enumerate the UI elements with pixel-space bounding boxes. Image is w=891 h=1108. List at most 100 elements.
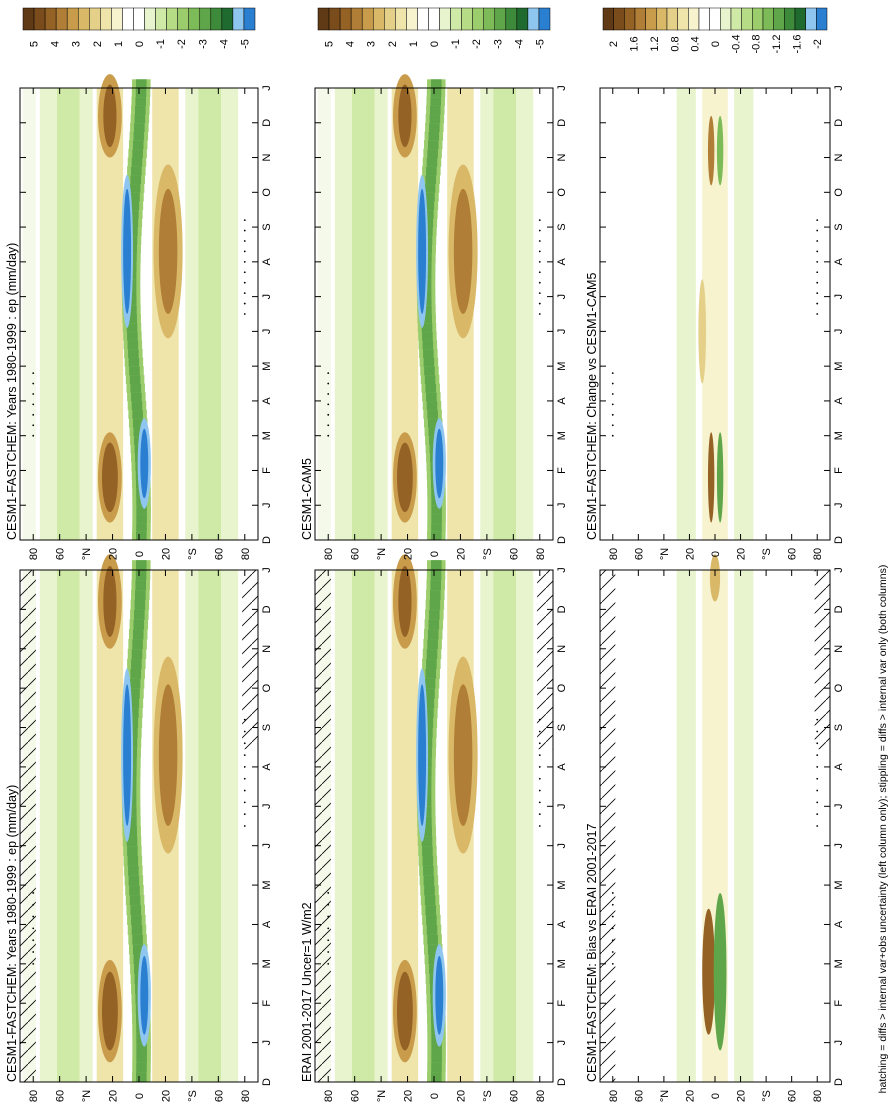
stipple-dot <box>32 434 35 437</box>
colorbar-label: 2 <box>608 41 620 47</box>
field-cell <box>428 131 440 141</box>
field-cell <box>126 305 137 315</box>
stipple-dot <box>816 240 819 242</box>
colorbar-label: 5 <box>29 41 41 47</box>
stipple-dot <box>816 250 819 253</box>
field-cell <box>127 218 139 228</box>
colorbar-cell <box>221 7 234 31</box>
stipple-dot <box>327 393 330 395</box>
colorbar-cell <box>730 7 742 31</box>
field-cell <box>426 914 437 925</box>
field-cell <box>426 400 438 411</box>
stipple-dot <box>243 219 246 222</box>
field-cell <box>158 944 178 1023</box>
field-cell <box>421 816 432 827</box>
panel-title: CESM1-FASTCHEM: Years 1980-1999 : ep (mm… <box>5 785 19 1082</box>
month-tick-label: F <box>261 467 273 474</box>
month-tick-label: A <box>833 258 845 266</box>
field-cell <box>136 1042 147 1053</box>
field-cell <box>430 96 441 106</box>
field-cell <box>430 88 442 98</box>
field-cell <box>136 1052 147 1063</box>
stipple-dot <box>816 718 819 721</box>
lat-tick-label: 80 <box>323 548 335 560</box>
field-cell <box>129 688 140 699</box>
field-cell <box>453 944 473 1023</box>
month-tick-label: J <box>833 1040 845 1046</box>
colorbar-cell <box>688 7 700 31</box>
field-cell <box>426 648 438 660</box>
field-cell <box>431 505 442 515</box>
colorbar-cell <box>784 7 796 31</box>
lat-tick-label: 0 <box>134 551 146 557</box>
lat-tick-label: 60 <box>508 1090 520 1102</box>
colorbar-label: 2 <box>387 41 399 47</box>
footnote: hatching = diffs > internal var+obs unce… <box>877 565 889 1094</box>
stipple-dot <box>243 313 246 315</box>
stipple-dot <box>243 718 246 721</box>
month-tick-label: A <box>261 258 273 266</box>
month-tick-label: O <box>556 188 568 197</box>
stipple-dot <box>243 730 246 733</box>
colorbar-label: 1.6 <box>629 36 641 51</box>
field-cell <box>140 428 149 499</box>
lat-tick-label: °N <box>376 548 388 560</box>
stipple-dot <box>327 915 330 918</box>
stipple-dot <box>816 789 819 792</box>
field-cell <box>57 570 80 1082</box>
field-cell <box>134 609 145 620</box>
colorbar-cell <box>666 7 678 31</box>
field-cell <box>135 96 146 106</box>
stipple-dot <box>243 813 246 816</box>
stipple-dot <box>816 825 819 827</box>
field-cell <box>131 914 142 925</box>
month-tick-label: D <box>556 119 568 127</box>
field-cell <box>133 619 145 630</box>
stipple-dot <box>243 742 246 745</box>
colorbar-cell <box>698 7 710 31</box>
panel-title: CESM1-FASTCHEM: Change vs CESM1-CAM5 <box>585 273 599 540</box>
field-cell <box>427 148 438 159</box>
field-cell <box>134 599 146 610</box>
colorbar-cell <box>450 7 462 31</box>
month-tick-label: O <box>833 188 845 197</box>
stipple-dot <box>32 927 35 930</box>
hatching <box>20 570 36 1082</box>
stipple-dot <box>327 424 330 427</box>
field-cell <box>127 717 139 729</box>
field-cell <box>131 658 142 669</box>
stipple-dot <box>538 302 541 305</box>
lat-tick-label: °N <box>376 1090 388 1102</box>
field-cell <box>427 409 438 419</box>
stipple-dot <box>816 302 819 305</box>
colorbar-cell <box>100 7 112 31</box>
field-cell <box>131 400 143 411</box>
field-cell <box>132 418 144 428</box>
month-tick-label: O <box>261 188 273 197</box>
colorbar-label: -5 <box>239 39 251 49</box>
stipple-dot <box>243 777 246 780</box>
month-tick-label: J <box>556 804 568 810</box>
field-cell <box>427 629 439 640</box>
stipple-dot <box>816 766 819 768</box>
colorbar-cell <box>624 7 636 31</box>
field-cell <box>676 88 696 540</box>
month-tick-label: D <box>556 605 568 613</box>
stipple-dot <box>538 754 541 757</box>
field-cell <box>129 366 140 376</box>
field-cell <box>127 855 139 866</box>
stipple-dot <box>32 962 35 965</box>
month-tick-label: J <box>261 843 273 849</box>
hatching <box>315 570 331 1082</box>
stipple-dot <box>32 393 35 395</box>
field-cell <box>453 684 473 826</box>
lat-tick-label: 80 <box>28 1090 40 1102</box>
stipple-dot <box>32 915 35 918</box>
stipple-dot <box>327 939 330 942</box>
colorbar-cell <box>816 7 828 31</box>
colorbar-label: 3 <box>366 41 378 47</box>
field-cell <box>707 115 715 186</box>
field-cell <box>123 684 132 826</box>
month-tick-label: F <box>556 1000 568 1007</box>
